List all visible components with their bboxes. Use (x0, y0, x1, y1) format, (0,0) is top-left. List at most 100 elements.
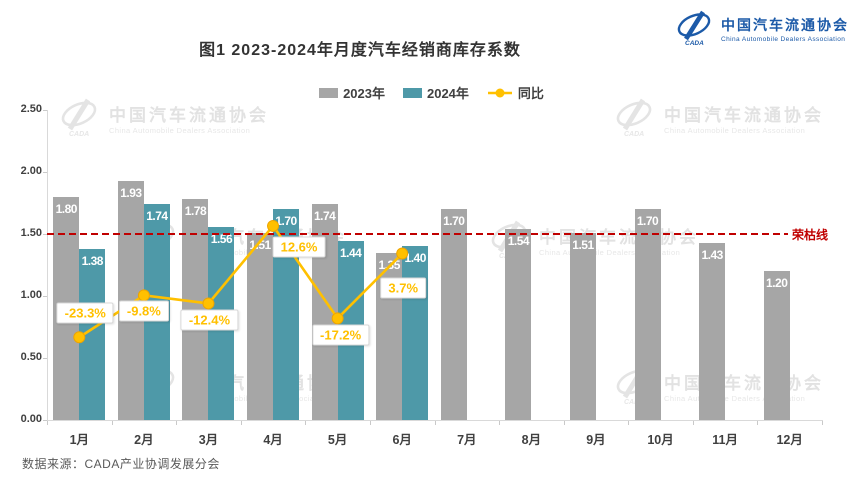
bar-value-label-2023: 1.80 (55, 201, 78, 216)
x-axis-month-label: 1月 (69, 433, 90, 447)
watermark-org-en: China Automobile Dealers Association (664, 394, 806, 403)
cada-logo: CADA 中国汽车流通协会 China Automobile Dealers A… (673, 10, 849, 48)
x-axis-month-label: 9月 (586, 433, 606, 447)
cada-logo-icon: CADA (677, 10, 711, 47)
yoy-point-label: -17.2% (312, 324, 370, 346)
bar-value-label-2024: 1.74 (146, 209, 168, 224)
watermark-org-en: China Automobile Dealers Association (539, 248, 681, 257)
bar-value-label-2024: 1.38 (81, 253, 104, 268)
bar-2023 (505, 229, 532, 420)
bar-value-label-2024: 1.44 (339, 246, 362, 261)
y-axis-label: 0.50 (20, 351, 42, 363)
bar-value-label-2023: 1.70 (636, 214, 659, 229)
y-axis-tick (43, 358, 47, 359)
bar-2023 (569, 232, 596, 420)
y-axis-tick (43, 234, 47, 235)
bar-2023 (440, 209, 467, 420)
y-axis-label: 2.00 (20, 165, 42, 177)
x-axis-tick (111, 421, 113, 425)
bar-value-label-2023: 1.51 (249, 237, 271, 252)
x-axis-month-label: 4月 (263, 433, 283, 447)
x-axis-tick (757, 421, 759, 425)
y-axis-label: 1.50 (20, 227, 42, 239)
yoy-point-label: 3.7% (380, 277, 427, 299)
x-axis-tick (176, 421, 178, 425)
reference-line-label: 荣枯线 (792, 228, 829, 242)
bar-value-label-2023: 1.20 (766, 276, 788, 291)
legend-label: 2024年 (426, 86, 469, 101)
y-axis-label: 2.50 (20, 103, 42, 115)
x-axis-tick (499, 421, 501, 425)
bar-value-label-2023: 1.78 (184, 204, 207, 219)
yoy-point-label: -12.4% (180, 309, 239, 331)
logo-org-en: China Automobile Dealers Association (721, 36, 846, 43)
x-axis-tick (47, 421, 48, 425)
y-axis-label: 1.00 (20, 289, 42, 301)
x-axis-tick (822, 421, 823, 425)
watermark-org-cn: 中国汽车流通协会 (109, 106, 269, 125)
bar-value-label-2023: 1.74 (313, 209, 336, 224)
x-axis-tick (369, 421, 371, 425)
watermark-org-en: China Automobile Dealers Association (109, 126, 251, 135)
svg-text:CADA: CADA (624, 131, 644, 138)
bar-value-label-2024: 1.40 (404, 251, 427, 266)
x-axis-tick (692, 421, 694, 425)
watermark-icon: CADA (616, 98, 652, 138)
bar-value-label-2024: 1.56 (210, 231, 233, 246)
yoy-point-label: -23.3% (56, 302, 114, 324)
x-axis-tick (563, 421, 565, 425)
bar-value-label-2023: 1.43 (701, 247, 723, 262)
x-axis-month-label: 3月 (198, 433, 219, 447)
bar-2023 (634, 209, 661, 420)
logo-org-cn: 中国汽车流通协会 (721, 17, 849, 33)
cada-logo-text: 中国汽车流通协会 China Automobile Dealers Associ… (721, 15, 849, 43)
legend-swatch (402, 87, 422, 98)
bar-2024 (79, 248, 106, 420)
y-axis-tick (43, 420, 47, 421)
x-axis-month-label: 11月 (712, 433, 738, 447)
chart-title: 图1 2023-2024年月度汽车经销商库存系数 (199, 42, 521, 59)
legend-item-2024年: 2024年 (402, 83, 469, 102)
x-axis-month-label: 8月 (521, 433, 542, 447)
svg-text:CADA: CADA (685, 40, 704, 47)
legend: 2023年 2024年 同比 (0, 83, 863, 102)
x-axis-tick (628, 421, 630, 425)
legend-item-yoy: 同比 (487, 83, 544, 102)
x-axis-tick (240, 421, 242, 425)
x-axis-tick (305, 421, 307, 425)
y-axis-tick (43, 296, 47, 297)
yoy-point-label: 12.6% (272, 236, 326, 258)
watermark-org-cn: 中国汽车流通协会 (664, 106, 824, 125)
x-axis-month-label: 6月 (392, 433, 412, 447)
x-axis-month-label: 5月 (327, 433, 348, 447)
legend-line-icon (487, 88, 512, 97)
bar-2024 (402, 246, 429, 420)
x-axis-month-label: 2月 (134, 433, 154, 447)
x-axis-tick (434, 421, 436, 425)
bar-value-label-2023: 1.51 (572, 237, 594, 252)
yoy-point-label: -9.8% (118, 300, 169, 322)
bar-2023 (763, 271, 790, 420)
watermark-org-en: China Automobile Dealers Association (664, 126, 806, 135)
legend-label: 同比 (517, 86, 544, 101)
legend-swatch (319, 87, 339, 98)
y-axis-tick (43, 110, 47, 111)
y-axis-label: 0.00 (20, 413, 42, 425)
x-axis-month-label: 7月 (457, 433, 477, 447)
y-axis-tick (43, 172, 47, 173)
x-axis-month-label: 10月 (647, 433, 674, 447)
bar-2023 (699, 242, 726, 420)
source-note: 数据来源：CADA产业协调发展分会 (22, 457, 220, 471)
x-axis-month-label: 12月 (776, 433, 803, 447)
bar-value-label-2023: 1.93 (120, 185, 142, 200)
axis-frame (47, 110, 823, 421)
legend-label: 2023年 (343, 86, 385, 101)
svg-text:CADA: CADA (624, 399, 644, 406)
legend-item-2023年: 2023年 (319, 83, 385, 102)
